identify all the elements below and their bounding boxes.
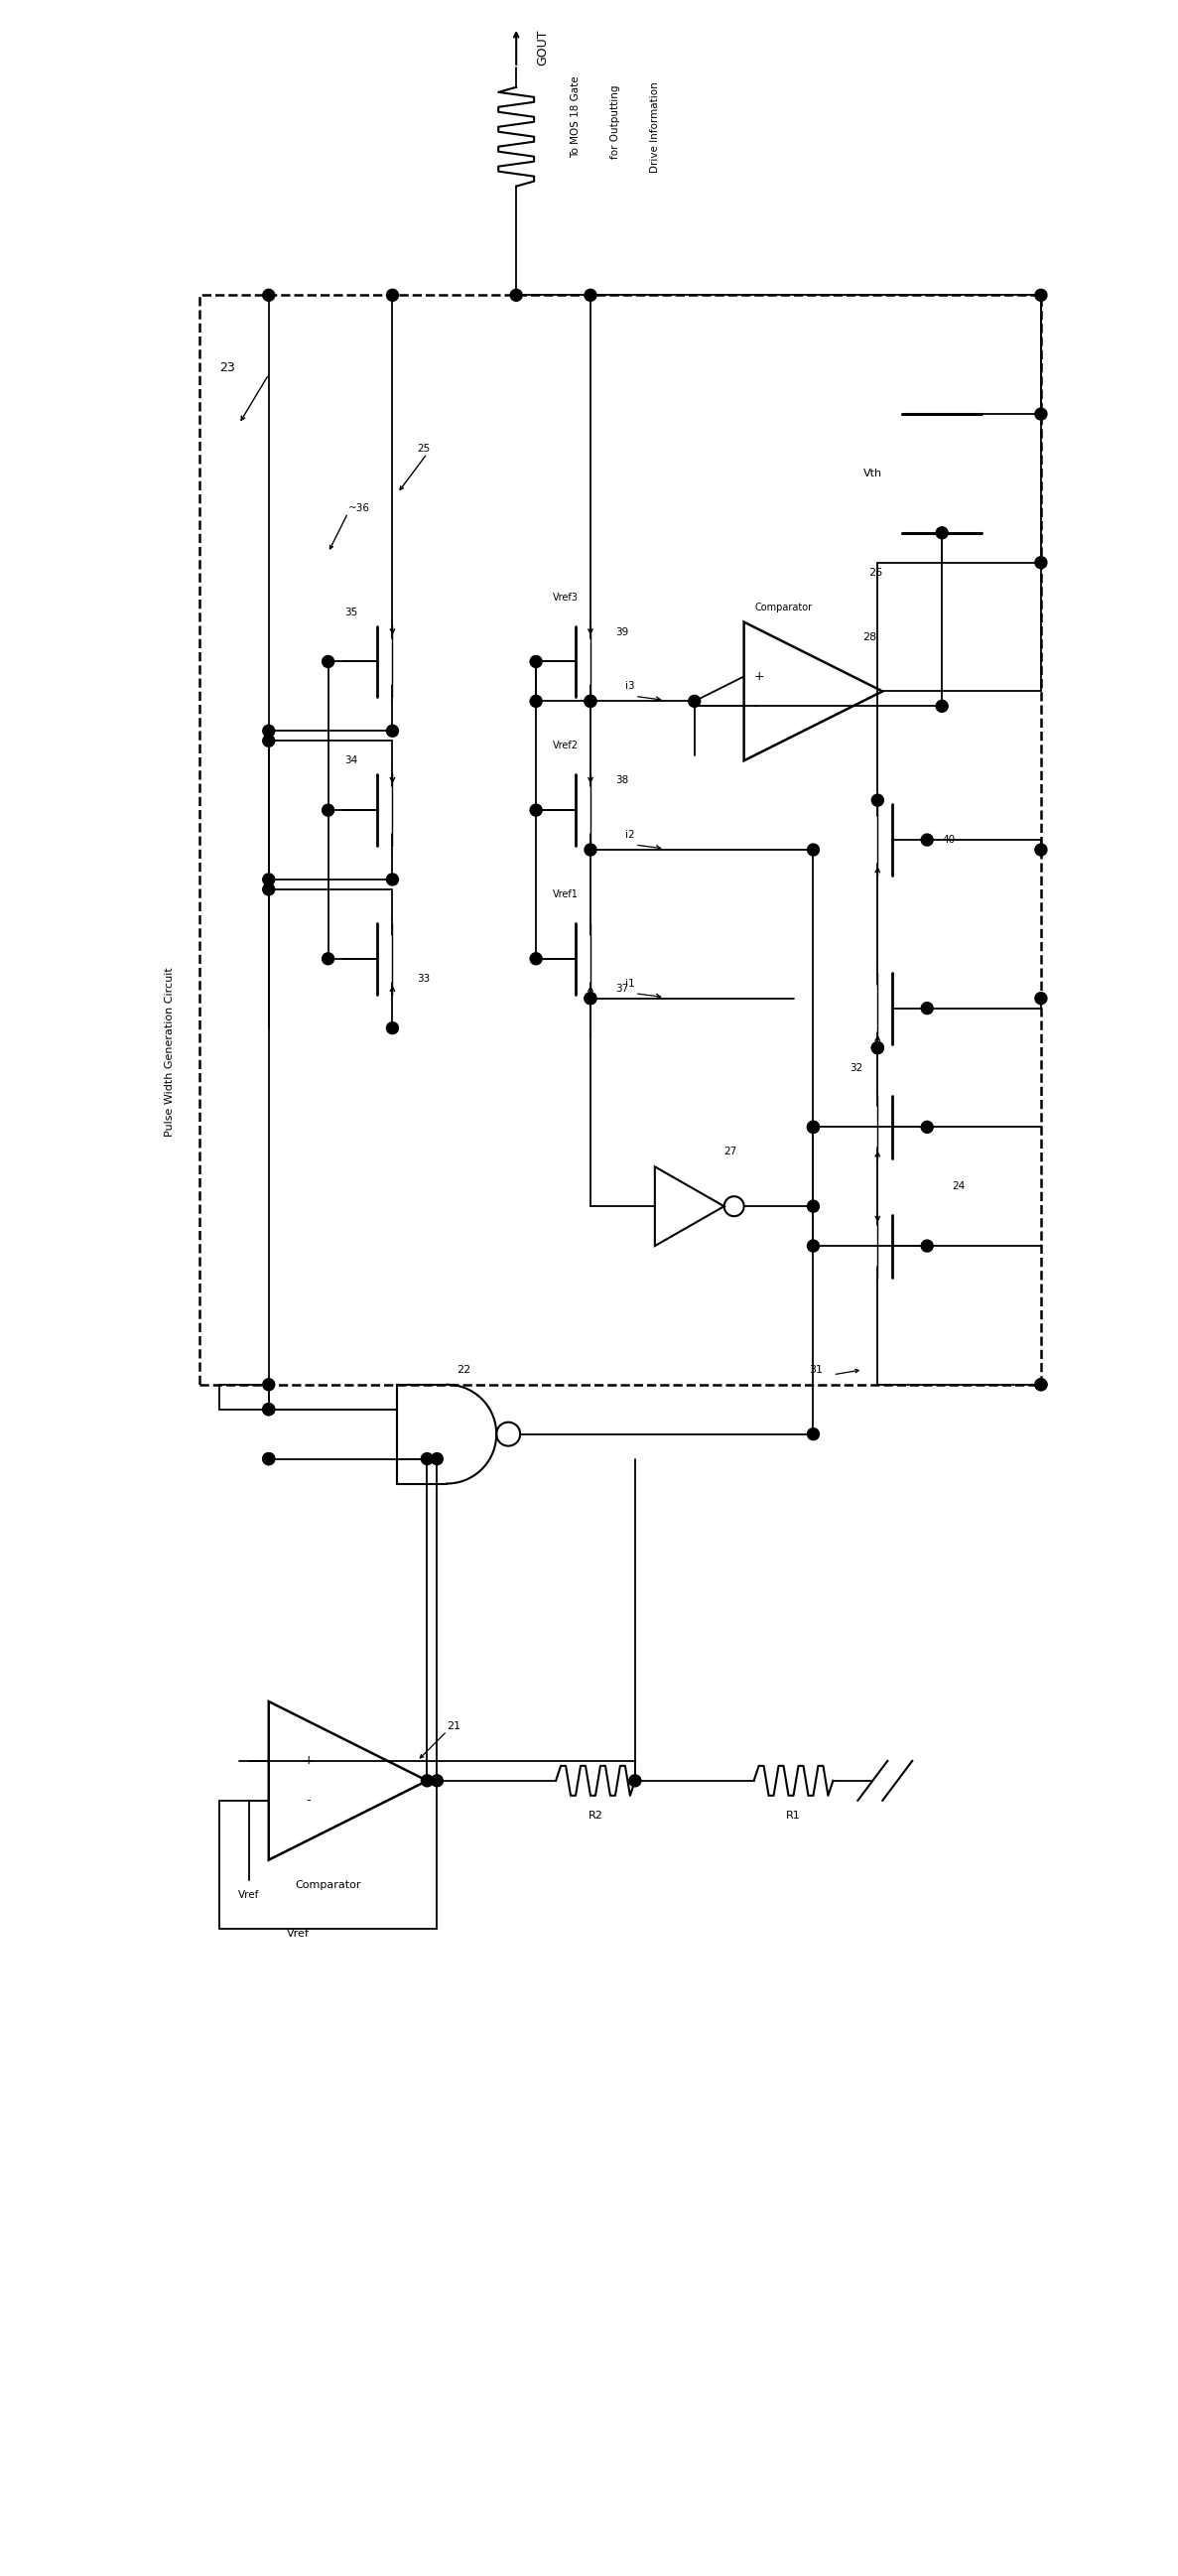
Text: R2: R2 — [588, 1811, 603, 1821]
Circle shape — [322, 657, 335, 667]
Text: +: + — [303, 1754, 313, 1767]
Circle shape — [807, 845, 819, 855]
Text: Vref3: Vref3 — [552, 592, 578, 603]
Text: 22: 22 — [457, 1365, 471, 1376]
Circle shape — [1035, 992, 1047, 1005]
Text: To MOS 18 Gate: To MOS 18 Gate — [570, 75, 581, 157]
Circle shape — [1035, 845, 1047, 855]
Circle shape — [530, 804, 542, 817]
Text: 28: 28 — [862, 631, 876, 641]
Text: Comparator: Comparator — [755, 603, 813, 613]
Circle shape — [584, 289, 596, 301]
Text: 31: 31 — [809, 1365, 823, 1376]
Circle shape — [872, 1041, 884, 1054]
Text: i3: i3 — [626, 683, 635, 690]
Text: -: - — [306, 1793, 311, 1806]
Circle shape — [937, 701, 948, 711]
Circle shape — [263, 873, 274, 886]
Circle shape — [263, 734, 274, 747]
Circle shape — [1035, 407, 1047, 420]
Circle shape — [921, 1239, 933, 1252]
Text: i1: i1 — [626, 979, 635, 989]
Circle shape — [1035, 1378, 1047, 1391]
Circle shape — [584, 845, 596, 855]
Circle shape — [263, 724, 274, 737]
Circle shape — [807, 1121, 819, 1133]
Circle shape — [263, 884, 274, 896]
Text: -: - — [754, 701, 759, 714]
Circle shape — [921, 1002, 933, 1015]
Text: +: + — [754, 670, 765, 683]
Circle shape — [937, 528, 948, 538]
Text: for Outputting: for Outputting — [610, 85, 620, 160]
Text: Vref1: Vref1 — [552, 889, 578, 899]
Text: Comparator: Comparator — [296, 1880, 362, 1891]
Circle shape — [422, 1453, 434, 1466]
Circle shape — [386, 1023, 398, 1033]
Text: 21: 21 — [446, 1721, 461, 1731]
Text: 26: 26 — [868, 567, 882, 577]
Text: 40: 40 — [942, 835, 955, 845]
Circle shape — [386, 873, 398, 886]
Circle shape — [263, 1404, 274, 1414]
Circle shape — [1035, 556, 1047, 569]
Circle shape — [921, 1121, 933, 1133]
Circle shape — [510, 289, 522, 301]
Text: Vref: Vref — [287, 1929, 310, 1940]
Circle shape — [530, 657, 542, 667]
Circle shape — [386, 289, 398, 301]
Circle shape — [584, 992, 596, 1005]
Text: R1: R1 — [786, 1811, 801, 1821]
Circle shape — [807, 1427, 819, 1440]
Text: 27: 27 — [724, 1146, 737, 1157]
Circle shape — [584, 992, 596, 1005]
Circle shape — [1035, 1378, 1047, 1391]
Text: Vref2: Vref2 — [552, 742, 578, 750]
Circle shape — [263, 289, 274, 301]
Circle shape — [584, 696, 596, 708]
Circle shape — [263, 1453, 274, 1466]
Circle shape — [263, 1378, 274, 1391]
Text: 38: 38 — [615, 775, 628, 786]
Circle shape — [422, 1775, 434, 1788]
Text: 37: 37 — [615, 984, 628, 994]
Text: i2: i2 — [626, 829, 635, 840]
Circle shape — [807, 1121, 819, 1133]
Text: GOUT: GOUT — [536, 28, 549, 67]
Circle shape — [431, 1775, 443, 1788]
Text: 35: 35 — [345, 608, 358, 618]
Text: 25: 25 — [417, 443, 430, 453]
Circle shape — [921, 835, 933, 845]
Circle shape — [1035, 289, 1047, 301]
Circle shape — [688, 696, 701, 708]
Circle shape — [872, 793, 884, 806]
Circle shape — [263, 1404, 274, 1414]
Circle shape — [386, 724, 398, 737]
Circle shape — [807, 1239, 819, 1252]
Text: ~36: ~36 — [348, 502, 370, 513]
Text: 23: 23 — [219, 361, 234, 374]
Circle shape — [584, 696, 596, 708]
Text: Drive Information: Drive Information — [650, 82, 660, 173]
Circle shape — [872, 1041, 884, 1054]
Text: 34: 34 — [345, 755, 358, 765]
Circle shape — [530, 953, 542, 963]
Circle shape — [629, 1775, 641, 1788]
Bar — [199, 296, 1041, 1383]
Text: Vth: Vth — [863, 469, 882, 479]
Circle shape — [322, 953, 335, 963]
Circle shape — [431, 1453, 443, 1466]
Circle shape — [322, 804, 335, 817]
Text: 32: 32 — [849, 1064, 862, 1072]
Text: 33: 33 — [417, 974, 430, 984]
Circle shape — [530, 696, 542, 708]
Text: 39: 39 — [615, 626, 628, 636]
Text: Vref: Vref — [238, 1891, 259, 1899]
Text: Pulse Width Generation Circuit: Pulse Width Generation Circuit — [165, 969, 174, 1136]
Text: 24: 24 — [952, 1182, 965, 1193]
Circle shape — [807, 1200, 819, 1213]
Circle shape — [263, 1453, 274, 1466]
